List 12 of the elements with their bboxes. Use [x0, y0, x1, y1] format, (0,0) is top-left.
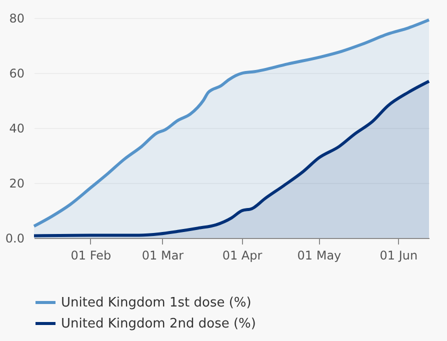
- y-tick-label: 0.0: [5, 232, 24, 246]
- y-tick-label: 40: [9, 122, 24, 136]
- y-tick-label: 60: [9, 66, 24, 80]
- y-tick-label: 80: [9, 12, 24, 26]
- x-tick-label: 01 May: [297, 248, 342, 262]
- y-tick-label: 20: [9, 176, 24, 190]
- x-tick-label: 01 Feb: [70, 248, 112, 262]
- x-tick-label: 01 Jun: [380, 248, 418, 262]
- legend-label: United Kingdom 2nd dose (%): [61, 316, 256, 332]
- x-tick-label: 01 Mar: [142, 248, 184, 262]
- x-tick-label: 01 Apr: [222, 248, 262, 262]
- legend-label: United Kingdom 1st dose (%): [61, 296, 252, 310]
